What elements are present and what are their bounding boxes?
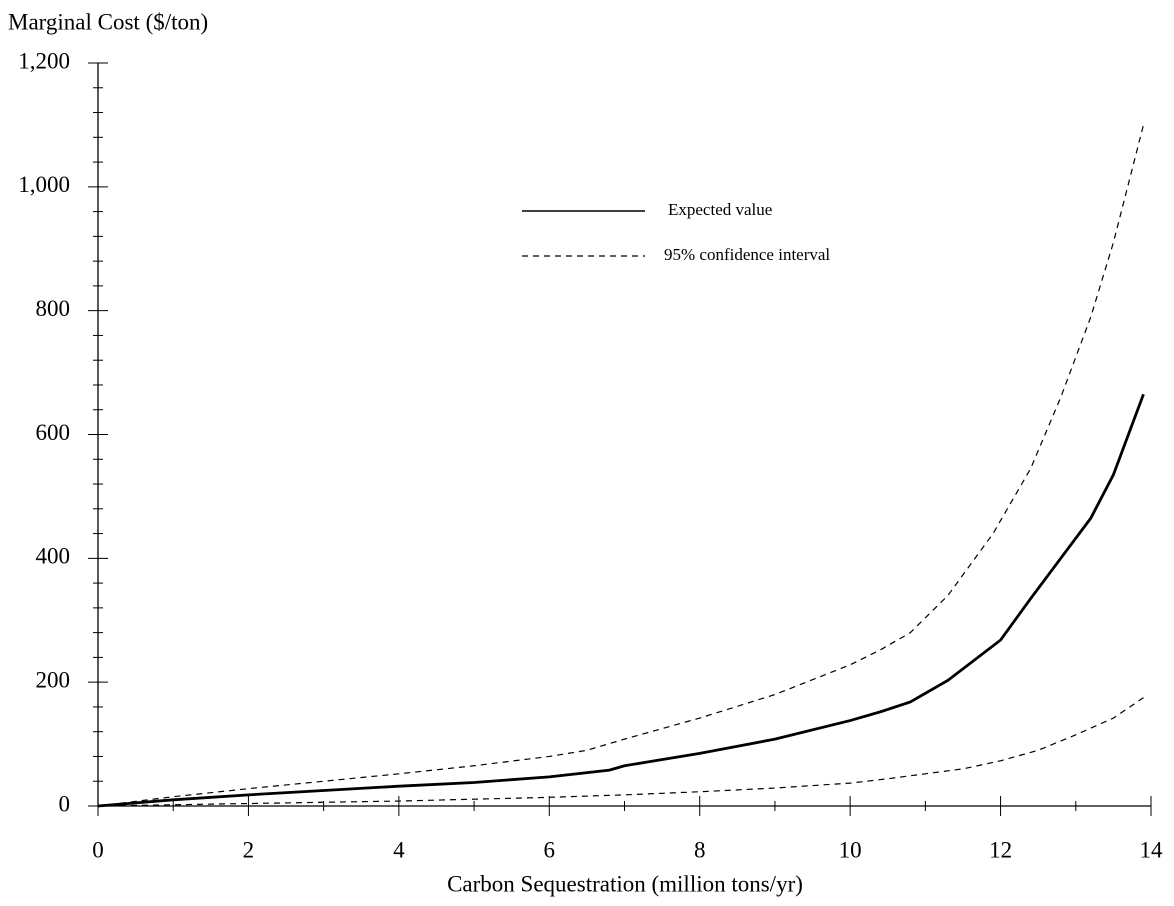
legend-label: Expected value [668, 200, 772, 219]
x-tick-label: 10 [839, 837, 862, 862]
y-tick-label: 400 [36, 544, 71, 569]
y-tick-label: 0 [59, 791, 71, 816]
y-tick-label: 200 [36, 667, 71, 692]
x-tick-label: 2 [243, 837, 255, 862]
y-tick-label: 1,200 [18, 48, 70, 73]
x-tick-label: 12 [989, 837, 1012, 862]
data-line [97, 124, 1145, 807]
x-tick-label: 6 [544, 837, 556, 862]
data-line [97, 393, 1145, 808]
x-axis-title: Carbon Sequestration (million tons/yr) [447, 871, 803, 896]
y-tick-label: 600 [36, 420, 71, 445]
x-tick-label: 14 [1140, 837, 1164, 862]
x-tick-label: 8 [694, 837, 706, 862]
y-axis-title: Marginal Cost ($/ton) [8, 9, 208, 34]
y-tick-label: 1,000 [18, 172, 70, 197]
data-line [97, 697, 1144, 807]
x-tick-label: 4 [393, 837, 405, 862]
legend-label: 95% confidence interval [664, 245, 830, 264]
x-tick-label: 0 [92, 837, 104, 862]
y-tick-label: 800 [36, 296, 71, 321]
